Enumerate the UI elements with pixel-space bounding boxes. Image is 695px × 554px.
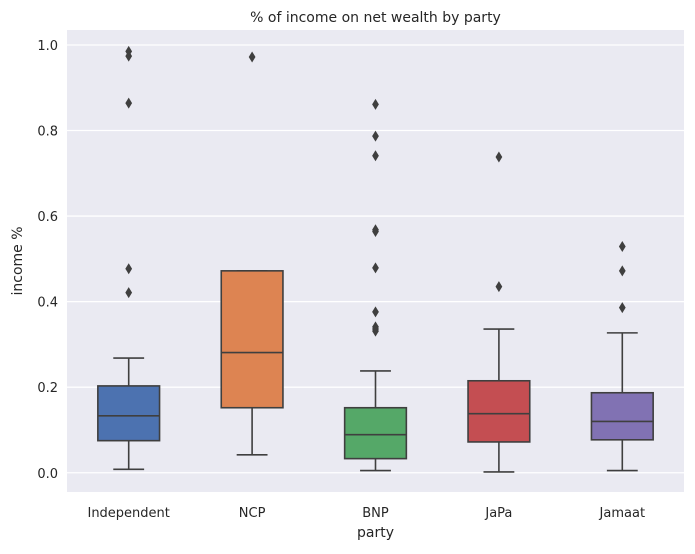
outlier-point	[125, 263, 133, 275]
outlier-point	[372, 150, 379, 162]
outlier-point	[372, 225, 379, 237]
y-tick-label: 1.0	[37, 39, 58, 54]
x-tick-label: BNP	[362, 506, 389, 521]
outlier-point	[495, 281, 503, 293]
outlier-point	[125, 287, 133, 299]
chart-title: % of income on net wealth by party	[250, 10, 501, 26]
x-axis-label: party	[357, 525, 394, 541]
outlier-point	[618, 240, 626, 252]
x-tick-label: NCP	[239, 506, 266, 521]
box-group	[467, 151, 531, 473]
x-tick-label: Jamaat	[599, 506, 646, 521]
outlier-point	[125, 97, 133, 109]
x-tick-labels: Independent NCP BNP JaPa Jamaat	[87, 506, 645, 521]
y-tick-label: 0.4	[37, 296, 58, 311]
iqr-box	[590, 391, 654, 441]
iqr-box	[220, 270, 284, 409]
box-group	[343, 98, 408, 472]
box-group	[590, 240, 654, 472]
outlier-point	[372, 98, 379, 110]
box-group	[220, 51, 284, 456]
y-tick-label: 0.0	[37, 467, 58, 482]
x-tick-label: Independent	[87, 506, 169, 521]
boxes	[97, 45, 654, 473]
y-tick-label: 0.2	[37, 381, 58, 396]
y-tick-labels: 0.0 0.2 0.4 0.6 0.8 1.0	[37, 39, 58, 482]
box-group	[97, 45, 161, 471]
x-tick-label: JaPa	[484, 506, 512, 521]
iqr-box	[343, 406, 408, 460]
outlier-point	[372, 130, 379, 142]
outlier-point	[618, 302, 626, 314]
iqr-box	[97, 385, 161, 442]
outlier-point	[372, 325, 379, 337]
outlier-point	[618, 265, 626, 277]
outlier-point	[248, 51, 256, 63]
outlier-point	[495, 151, 503, 163]
outlier-point	[372, 306, 379, 318]
y-tick-label: 0.6	[37, 210, 58, 225]
iqr-box	[467, 379, 531, 443]
outlier-point	[125, 50, 133, 62]
y-axis-label: income %	[10, 226, 26, 295]
outlier-point	[372, 262, 379, 274]
y-tick-label: 0.8	[37, 125, 58, 140]
